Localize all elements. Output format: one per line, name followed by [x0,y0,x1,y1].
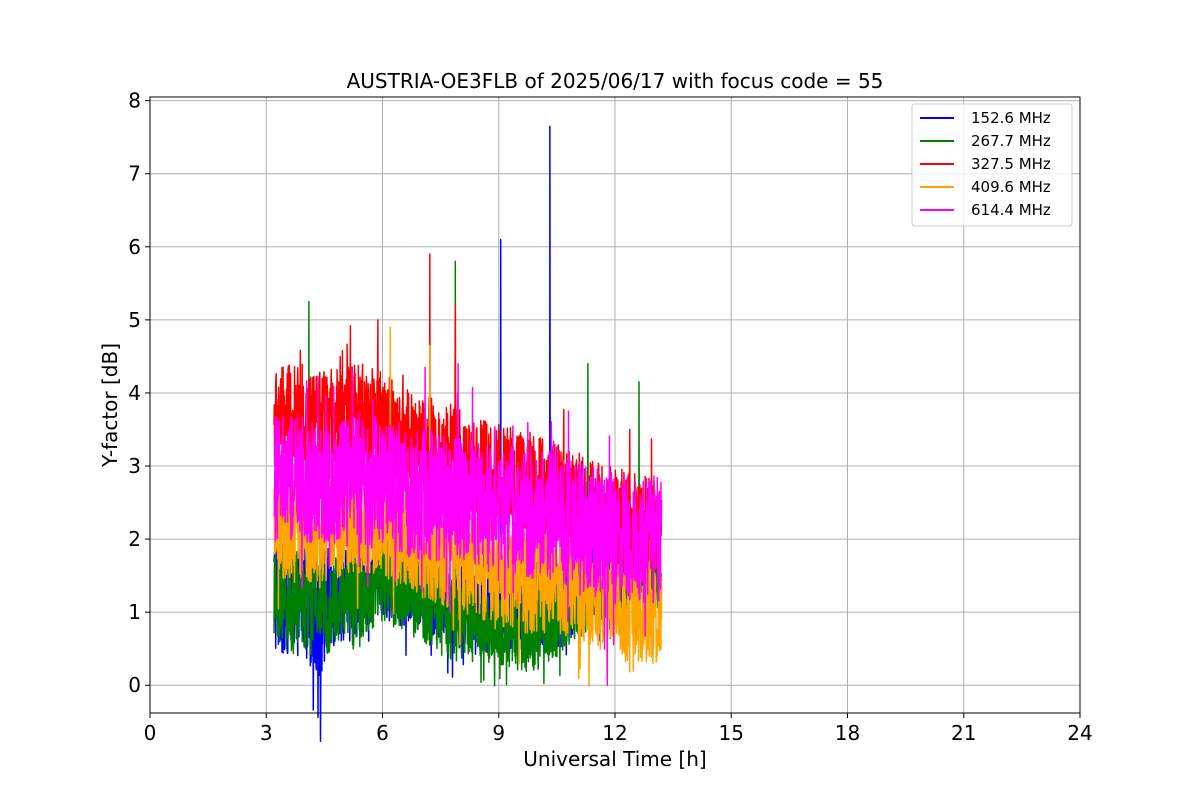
chart-title: AUSTRIA-OE3FLB of 2025/06/17 with focus … [347,69,884,93]
x-axis-ticks: 0 3 6 9 12 15 18 21 24 [144,713,1093,745]
legend-box [911,103,1073,227]
legend: 152.6 MHz 267.7 MHz 327.5 MHz 409.6 MHz 614.… [911,103,1073,227]
series-line [273,362,663,686]
y-tick-label: 1 [128,600,141,624]
y-tick-label: 2 [128,527,141,551]
legend-entry: 152.6 MHz [971,109,1051,127]
y-tick-label: 7 [128,162,141,186]
y-tick-label: 3 [128,454,141,478]
x-tick-label: 15 [719,721,744,745]
y-tick-label: 5 [128,308,141,332]
x-axis-label: Universal Time [h] [523,747,706,771]
y-tick-label: 8 [128,89,141,113]
x-tick-label: 6 [376,721,389,745]
x-tick-label: 24 [1067,721,1092,745]
y-tick-label: 6 [128,235,141,259]
x-tick-label: 21 [951,721,976,745]
x-tick-label: 3 [260,721,273,745]
y-tick-label: 0 [128,673,141,697]
legend-entry: 409.6 MHz [971,178,1051,196]
y-tick-label: 4 [128,381,141,405]
y-axis-ticks: 0 1 2 3 4 5 6 7 8 [128,89,150,697]
legend-entry: 614.4 MHz [971,201,1051,219]
x-tick-label: 0 [144,721,157,745]
x-tick-label: 18 [835,721,860,745]
x-tick-label: 9 [492,721,505,745]
series-group [273,125,663,742]
y-axis-label: Y-factor [dB] [98,343,122,468]
legend-entry: 267.7 MHz [971,132,1051,150]
x-tick-label: 12 [602,721,627,745]
legend-entry: 327.5 MHz [971,155,1051,173]
